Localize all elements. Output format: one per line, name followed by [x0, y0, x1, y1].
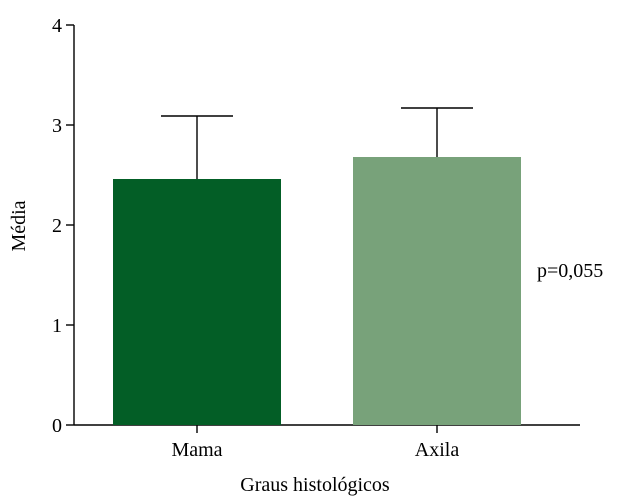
bar-mama [113, 179, 281, 425]
bar-axila [353, 157, 521, 425]
x-axis: Mama Axila [74, 424, 580, 461]
bars [113, 157, 521, 425]
p-value-annotation: p=0,055 [537, 260, 603, 282]
error-bars [161, 107, 473, 179]
x-tick-label: Mama [171, 439, 222, 461]
x-tick-label: Axila [415, 439, 460, 461]
y-tick-label: 2 [52, 215, 62, 237]
y-tick-label: 4 [52, 15, 62, 37]
y-ticks: 0 1 2 3 4 [52, 15, 74, 437]
x-axis-label: Graus histológicos [240, 474, 390, 496]
y-axis-label: Média [8, 200, 30, 251]
x-ticks: Mama Axila [171, 425, 459, 461]
y-axis: 0 1 2 3 4 [52, 15, 75, 437]
y-tick-label: 0 [52, 415, 62, 437]
y-tick-label: 1 [52, 315, 62, 337]
y-tick-label: 3 [52, 115, 62, 137]
